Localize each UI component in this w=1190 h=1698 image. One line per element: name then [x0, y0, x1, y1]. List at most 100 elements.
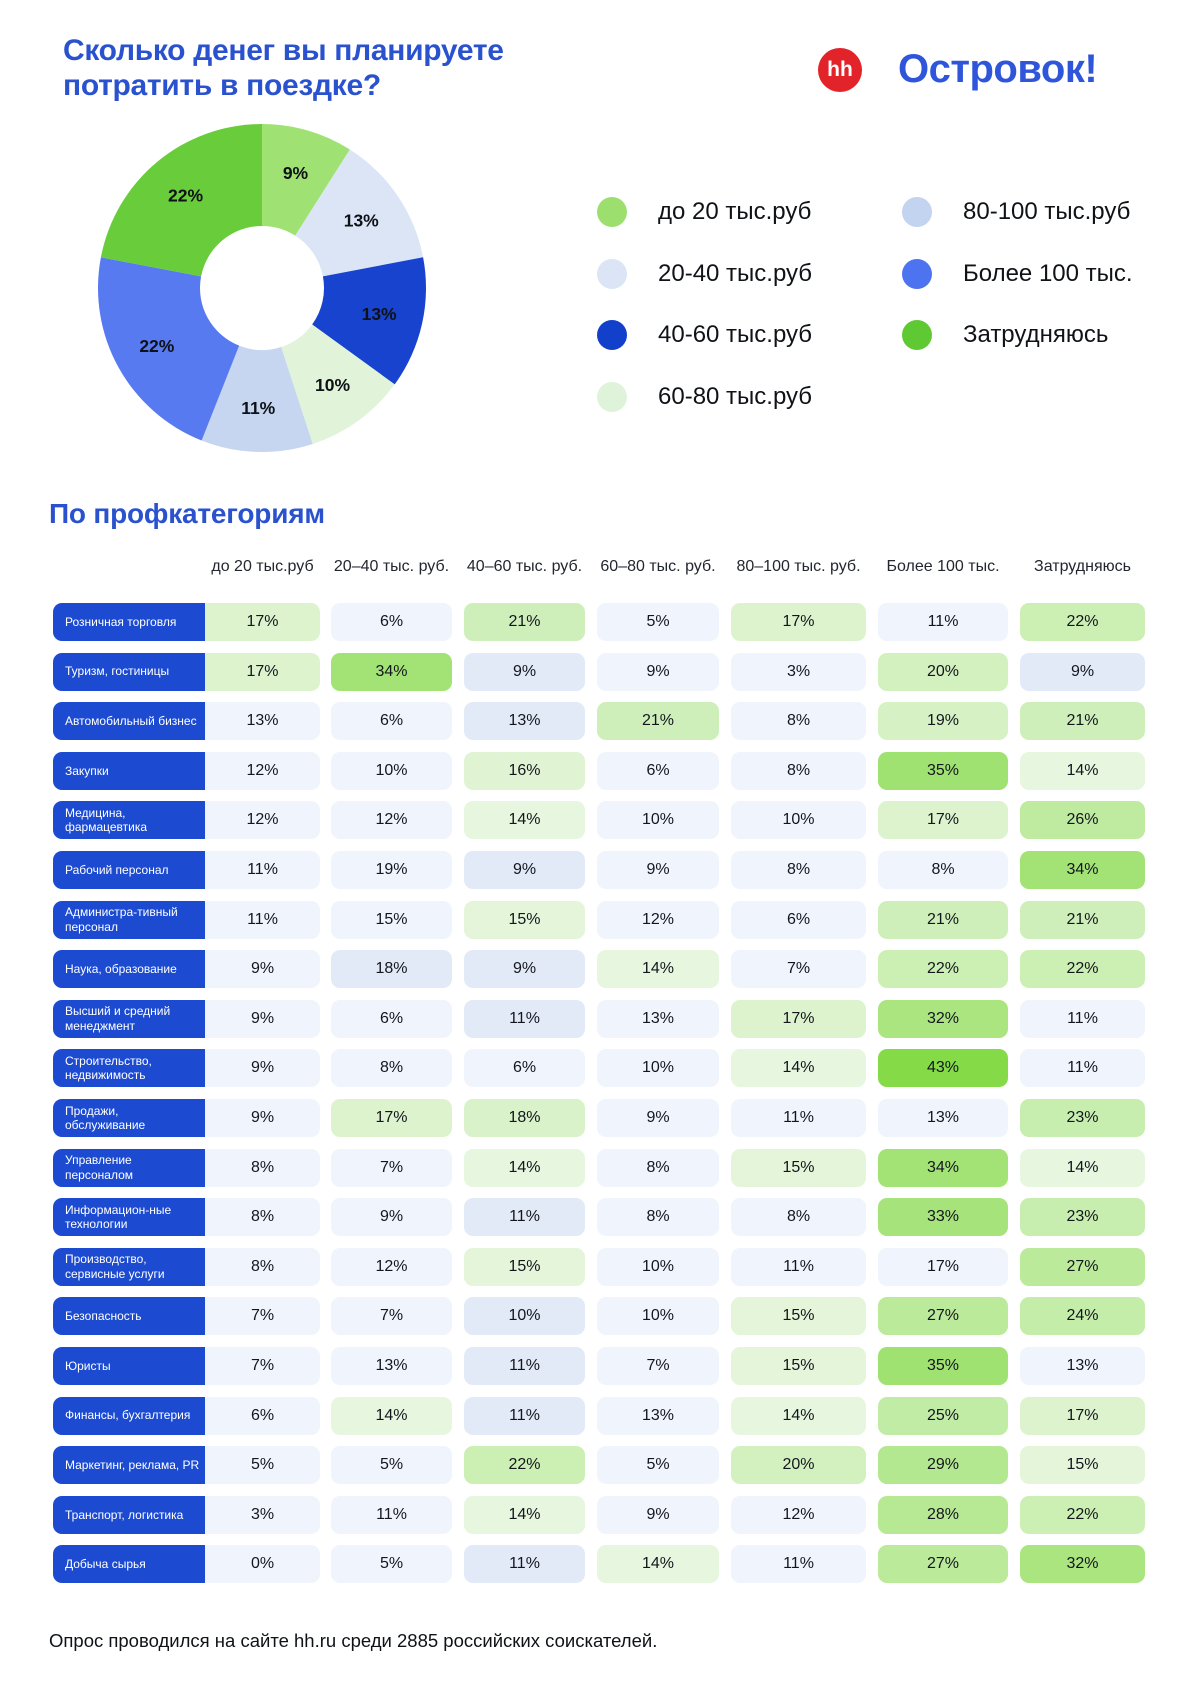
- heatmap-cell: 5%: [597, 1446, 719, 1485]
- table-row: Администра-тивный персонал 11% 15% 15% 12% 6%…: [53, 900, 1153, 939]
- heatmap-cell: 7%: [731, 950, 866, 989]
- heatmap-cell: 6%: [331, 603, 452, 641]
- heatmap-cell: 7%: [205, 1347, 320, 1385]
- heatmap-cell: 11%: [205, 851, 320, 889]
- heatmap-cell: 13%: [205, 702, 320, 741]
- heatmap-cell: 27%: [1020, 1247, 1145, 1286]
- heatmap-cell: 12%: [331, 1247, 452, 1286]
- brand-logos: hh Островок!: [818, 47, 1098, 92]
- heatmap-cell: 11%: [464, 1396, 585, 1435]
- heatmap-cell: 10%: [597, 801, 719, 840]
- heatmap-cell: 6%: [731, 900, 866, 939]
- legend-dot-icon: [597, 381, 627, 412]
- legend-dot-icon: [902, 320, 932, 350]
- donut-slice-4: [201, 345, 313, 452]
- heatmap-cell: 8%: [731, 751, 866, 790]
- heatmap-cell: 22%: [1020, 603, 1145, 641]
- heatmap-cell: 14%: [731, 1396, 866, 1435]
- table-row: Продажи, обслуживание 9% 17% 18% 9% 11% 13% 23%: [53, 1099, 1153, 1137]
- legend-label: 40-60 тыс.руб: [658, 321, 813, 348]
- heatmap-cell: 11%: [205, 900, 320, 939]
- donut-slice-1: [295, 149, 424, 277]
- heatmap-cell: 20%: [731, 1446, 866, 1485]
- heatmap-cell: 14%: [464, 801, 585, 840]
- heatmap-cell: 27%: [878, 1545, 1008, 1584]
- heatmap-cell: 14%: [1020, 1148, 1145, 1187]
- heatmap-cell: 15%: [1020, 1446, 1145, 1485]
- table-row: Юристы 7% 13% 11% 7% 15% 35% 13%: [53, 1347, 1153, 1385]
- section-title: По профкатегориям: [49, 498, 325, 529]
- heatmap-cell: 15%: [331, 900, 452, 939]
- heatmap-cell: 7%: [331, 1148, 452, 1187]
- row-category-label: Информацион-ные технологии: [53, 1198, 205, 1237]
- column-header: 40–60 тыс. руб.: [466, 558, 583, 575]
- donut-slice-3: [281, 324, 395, 444]
- column-header: 60–80 тыс. руб.: [600, 558, 716, 575]
- heatmap-cell: 20%: [878, 652, 1008, 691]
- heatmap-cell: 9%: [205, 1099, 320, 1137]
- heatmap-cell: 9%: [205, 1049, 320, 1088]
- row-category-label: Управление персоналом: [53, 1148, 205, 1187]
- legend-dot-icon: [597, 197, 627, 227]
- legend-item: 60-80 тыс.руб: [597, 381, 812, 412]
- heatmap-cell: 21%: [1020, 702, 1145, 741]
- table-row: Строительство, недвижимость 9% 8% 6% 10% 14% 4…: [53, 1049, 1153, 1088]
- heatmap-cell: 10%: [731, 801, 866, 840]
- table-row: Рабочий персонал 11% 19% 9% 9% 8% 8% 34%: [53, 851, 1153, 889]
- row-category-label: Рабочий персонал: [53, 851, 205, 889]
- heatmap-cell: 17%: [878, 801, 1008, 840]
- donut-slice-value: 13%: [362, 304, 397, 324]
- heatmap-table: Розничная торговля 17% 6% 21% 5% 17% 11% 22% Тур…: [53, 603, 1153, 1595]
- heatmap-cell: 11%: [731, 1247, 866, 1286]
- heatmap-cell: 15%: [464, 1247, 585, 1286]
- heatmap-cell: 8%: [597, 1198, 719, 1237]
- table-row: Закупки 12% 10% 16% 6% 8% 35% 14%: [53, 751, 1153, 790]
- heatmap-cell: 11%: [1020, 999, 1145, 1038]
- table-row: Производство, сервисные услуги 8% 12% 15% 10…: [53, 1247, 1153, 1286]
- legend-label: до 20 тыс.руб: [658, 198, 812, 225]
- donut-slice-value: 13%: [344, 211, 379, 231]
- heatmap-cell: 14%: [731, 1049, 866, 1088]
- heatmap-cell: 5%: [331, 1545, 452, 1584]
- row-category-label: Транспорт, логистика: [53, 1495, 205, 1534]
- legend-label: 80-100 тыс.руб: [963, 198, 1131, 225]
- heatmap-cell: 13%: [464, 702, 585, 741]
- heatmap-cell: 13%: [597, 1396, 719, 1435]
- heatmap-cell: 12%: [205, 751, 320, 790]
- heatmap-cell: 15%: [731, 1347, 866, 1385]
- table-row: Автомобильный бизнес 13% 6% 13% 21% 8% 19% 21%: [53, 702, 1153, 741]
- heatmap-cell: 27%: [878, 1297, 1008, 1336]
- heatmap-cell: 17%: [878, 1247, 1008, 1286]
- heatmap-cell: 7%: [331, 1297, 452, 1336]
- legend-dot-icon: [597, 258, 627, 289]
- heatmap-cell: 9%: [464, 950, 585, 989]
- table-row: Добыча сырья 0% 5% 11% 14% 11% 27% 32%: [53, 1545, 1153, 1584]
- heatmap-cell: 43%: [878, 1049, 1008, 1088]
- table-row: Информацион-ные технологии 8% 9% 11% 8% 8% 33%…: [53, 1198, 1153, 1237]
- heatmap-cell: 17%: [731, 999, 866, 1038]
- heatmap-cell: 22%: [1020, 1495, 1145, 1534]
- row-category-label: Администра-тивный персонал: [53, 900, 205, 939]
- heatmap-cell: 34%: [878, 1148, 1008, 1187]
- heatmap-cell: 10%: [597, 1247, 719, 1286]
- heatmap-cell: 11%: [878, 603, 1008, 641]
- table-row: Розничная торговля 17% 6% 21% 5% 17% 11% 22%: [53, 603, 1153, 641]
- table-row: Управление персоналом 8% 7% 14% 8% 15% 34% 14%: [53, 1148, 1153, 1187]
- heatmap-cell: 8%: [205, 1148, 320, 1187]
- heatmap-cell: 6%: [464, 1049, 585, 1088]
- column-header: Затрудняюсь: [1034, 558, 1131, 575]
- heatmap-cell: 15%: [731, 1297, 866, 1336]
- heatmap-cell: 22%: [878, 950, 1008, 989]
- heatmap-cell: 21%: [464, 603, 585, 641]
- heatmap-cell: 32%: [878, 999, 1008, 1038]
- heatmap-cell: 21%: [878, 900, 1008, 939]
- heatmap-cell: 29%: [878, 1446, 1008, 1485]
- heatmap-cell: 8%: [878, 851, 1008, 889]
- legend-dot-icon: [902, 197, 932, 227]
- heatmap-cell: 9%: [205, 950, 320, 989]
- heatmap-cell: 14%: [1020, 751, 1145, 790]
- heatmap-cell: 9%: [205, 999, 320, 1038]
- heatmap-cell: 34%: [1020, 851, 1145, 889]
- legend-label: 20-40 тыс.руб: [658, 259, 813, 287]
